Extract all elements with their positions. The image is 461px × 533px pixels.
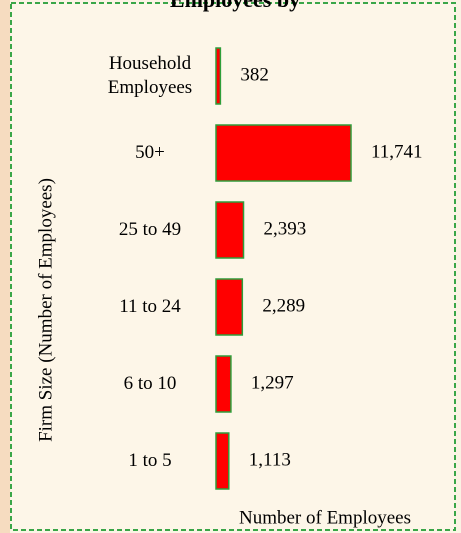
- y-tick-label: 25 to 49: [118, 219, 182, 240]
- y-axis-label: Firm Size (Number of Employees): [35, 178, 56, 442]
- value-label: 11,741: [371, 141, 423, 162]
- value-label: 1,297: [251, 372, 294, 393]
- bar: [215, 47, 222, 105]
- value-label: 382: [240, 64, 269, 85]
- frame: [10, 2, 456, 531]
- value-label: 1,113: [249, 449, 291, 470]
- value-label: 2,393: [264, 218, 307, 239]
- y-tick-label: 50+: [135, 142, 165, 163]
- y-tick-label: 1 to 5: [128, 450, 172, 471]
- y-tick-label: 11 to 24: [119, 296, 181, 317]
- bar: [215, 124, 352, 182]
- bar: [215, 278, 244, 336]
- value-label: 2,289: [262, 295, 305, 316]
- chart-title: Employees by: [170, 0, 300, 12]
- x-axis-label: Number of Employees: [239, 507, 411, 528]
- bar: [215, 432, 230, 490]
- side-strip: [0, 0, 10, 533]
- bar: [215, 201, 245, 259]
- y-tick-label: 6 to 10: [123, 373, 177, 394]
- y-tick-label: Household Employees: [107, 53, 193, 98]
- bar: [215, 355, 232, 413]
